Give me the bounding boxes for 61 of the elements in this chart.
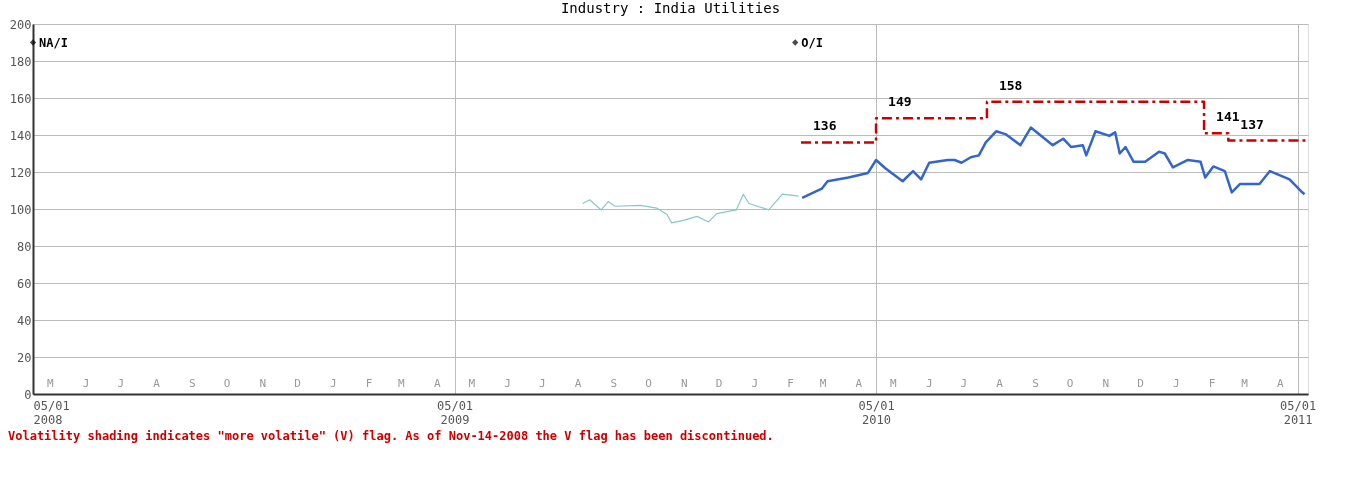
y-tick-label: 80 <box>17 239 32 254</box>
y-tick-label: 160 <box>9 91 32 106</box>
annotation: J <box>538 377 546 390</box>
annotation: M <box>890 377 898 390</box>
data-label: 141 <box>1216 109 1240 125</box>
annotation: A <box>153 377 161 390</box>
x-tick-label: 05/01 2010 <box>858 398 895 427</box>
annotation: J <box>960 377 968 390</box>
chart-title: Industry : India Utilities <box>560 0 781 16</box>
data-label: 158 <box>998 77 1023 93</box>
annotation: F <box>787 377 794 390</box>
annotation: O <box>1066 377 1074 390</box>
annotation: J <box>82 377 90 390</box>
annotation: J <box>329 377 337 390</box>
annotation: D <box>294 377 301 390</box>
annotation: D <box>715 377 723 390</box>
annotation: O <box>645 377 652 390</box>
annotation: N <box>259 377 267 390</box>
y-tick-label: 20 <box>17 350 32 365</box>
annotation: M <box>1241 377 1249 390</box>
annotation: N <box>681 377 688 390</box>
annotation: S <box>189 377 196 390</box>
annotation: F <box>365 377 373 390</box>
annotation: A <box>574 377 582 390</box>
annotation: M <box>819 377 827 390</box>
annotation: M <box>47 377 55 390</box>
annotation: NA/I <box>39 35 68 50</box>
y-tick-label: 140 <box>9 128 32 143</box>
annotation: A <box>855 377 863 390</box>
y-tick-label: 0 <box>24 387 32 402</box>
line-series <box>582 193 800 224</box>
y-tick-label: 200 <box>9 17 32 32</box>
annotation: S <box>610 377 618 390</box>
annotation: J <box>504 377 511 390</box>
annotation: A <box>433 377 441 390</box>
x-tick-label: 05/01 2008 <box>33 398 70 427</box>
x-tick-label: 05/01 2009 <box>436 398 474 427</box>
annotation: O/I <box>801 35 823 50</box>
annotation: M <box>468 377 476 390</box>
data-label: 136 <box>813 118 837 134</box>
y-tick-label: 60 <box>17 276 32 291</box>
annotation: S <box>1032 377 1039 390</box>
text: Volatility shading indicates "more volatile" (V) flag. As of Nov-14-2008 the V flag has been discontinued. <box>8 429 774 443</box>
y-tick-label: 120 <box>9 165 32 180</box>
y-tick-label: 40 <box>17 313 32 328</box>
x-tick-label: 05/01 2011 <box>1280 398 1317 427</box>
y-tick-label: 180 <box>9 54 32 69</box>
data-label: 149 <box>888 94 912 110</box>
annotation: M <box>398 377 406 390</box>
annotation: A <box>996 377 1004 390</box>
annotation: J <box>925 377 933 390</box>
y-tick-label: 100 <box>9 202 32 217</box>
data-label: 137 <box>1240 116 1264 132</box>
annotation: F <box>1208 377 1216 390</box>
annotation: A <box>1276 377 1284 390</box>
annotation: J <box>1173 377 1180 390</box>
annotation: J <box>117 377 125 390</box>
annotation: D <box>1137 377 1144 390</box>
annotation: O <box>223 377 231 390</box>
annotation: N <box>1102 377 1110 390</box>
annotation: J <box>751 377 759 390</box>
